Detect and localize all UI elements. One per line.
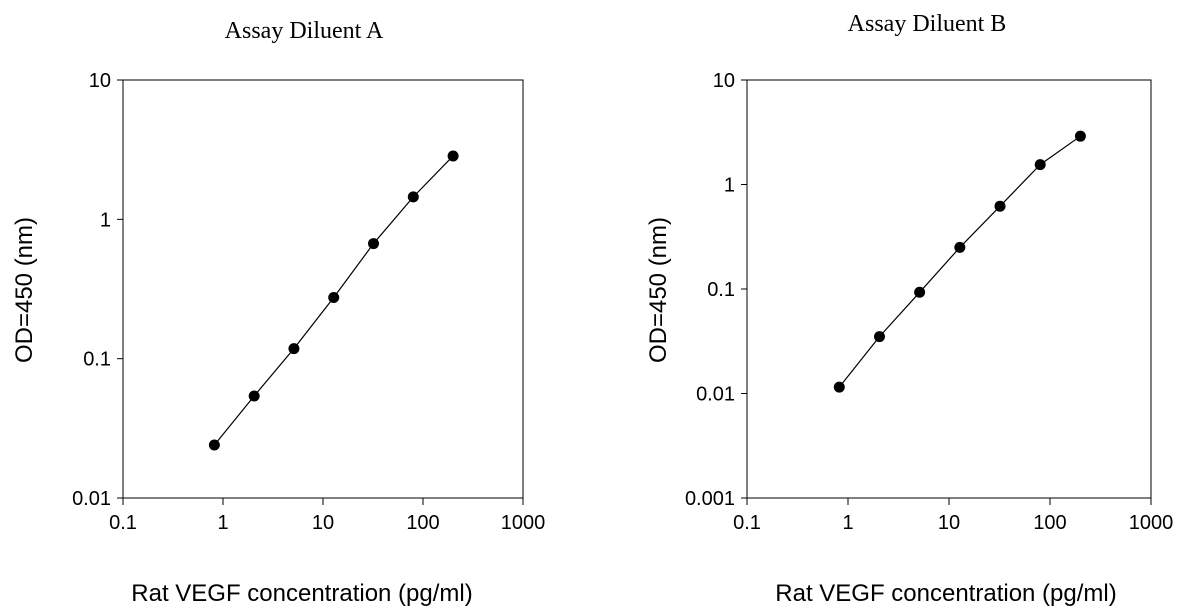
y-axis-label: OD=450 (nm) bbox=[645, 217, 672, 363]
x-tick-label: 10 bbox=[938, 512, 960, 534]
data-point bbox=[368, 238, 380, 250]
data-point bbox=[407, 191, 419, 203]
chart-title: Assay Diluent A bbox=[225, 18, 384, 44]
data-marks bbox=[208, 150, 459, 451]
data-point bbox=[994, 200, 1006, 212]
y-tick-label: 0.01 bbox=[72, 488, 111, 510]
x-tick-label: 10 bbox=[312, 512, 334, 534]
y-tick-label: 1 bbox=[724, 175, 735, 197]
y-axis-label: OD=450 (nm) bbox=[11, 217, 38, 363]
data-point bbox=[208, 439, 220, 451]
y-tick-label: 0.001 bbox=[685, 488, 735, 510]
x-tick-label: 1 bbox=[217, 512, 228, 534]
y-tick-label: 10 bbox=[713, 70, 735, 92]
data-point bbox=[833, 381, 845, 393]
data-point bbox=[873, 331, 885, 343]
x-tick-label: 1000 bbox=[501, 512, 546, 534]
x-tick-label: 0.1 bbox=[733, 512, 761, 534]
x-tick-label: 1 bbox=[842, 512, 853, 534]
plot-frame bbox=[122, 79, 524, 499]
x-axis-label: Rat VEGF concentration (pg/ml) bbox=[775, 580, 1116, 607]
chart-title: Assay Diluent B bbox=[848, 11, 1007, 37]
data-marks bbox=[833, 130, 1086, 393]
x-tick-label: 1000 bbox=[1129, 512, 1174, 534]
chart-assay-diluent-a: Assay Diluent A Rat VEGF concentration (… bbox=[11, 18, 545, 607]
x-tick-label: 100 bbox=[1033, 512, 1066, 534]
y-tick-label: 10 bbox=[89, 70, 111, 92]
data-point bbox=[248, 390, 260, 402]
y-tick-label: 0.01 bbox=[696, 384, 735, 406]
data-point bbox=[954, 241, 966, 253]
series-line bbox=[838, 135, 1081, 388]
y-tick-label: 0.1 bbox=[707, 279, 735, 301]
plot-frame bbox=[746, 79, 1152, 499]
chart-assay-diluent-b: Assay Diluent B Rat VEGF concentration (… bbox=[645, 11, 1173, 607]
data-point bbox=[1074, 130, 1086, 142]
data-point bbox=[447, 150, 459, 162]
data-point bbox=[914, 286, 926, 298]
y-tick-label: 0.1 bbox=[83, 349, 111, 371]
axis-ticks: 0.1 1 10 100 1000 0.001 0.01 0.1 1 10 bbox=[685, 70, 1173, 534]
data-point bbox=[1034, 159, 1046, 171]
data-point bbox=[328, 291, 340, 303]
y-tick-label: 1 bbox=[100, 209, 111, 231]
x-tick-label: 100 bbox=[406, 512, 439, 534]
data-point bbox=[288, 343, 300, 355]
x-axis-label: Rat VEGF concentration (pg/ml) bbox=[131, 580, 472, 607]
x-tick-label: 0.1 bbox=[109, 512, 137, 534]
